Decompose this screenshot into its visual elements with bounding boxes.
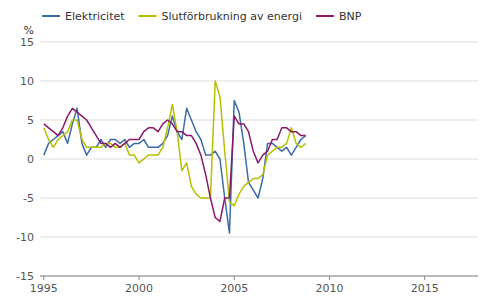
legend-item: Slutförbrukning av energi bbox=[139, 10, 302, 23]
x-tick-label: 2000 bbox=[125, 282, 153, 295]
legend-item: Elektricitet bbox=[42, 10, 125, 23]
grid-line bbox=[40, 198, 478, 199]
y-tick-label: 5 bbox=[27, 114, 34, 127]
y-tick-label: -5 bbox=[23, 192, 34, 205]
y-tick-label: -10 bbox=[16, 231, 34, 244]
x-tick-label: 2005 bbox=[220, 282, 248, 295]
x-tick-label: 1995 bbox=[30, 282, 58, 295]
y-axis-label: % bbox=[24, 24, 34, 37]
grid-line bbox=[40, 276, 478, 277]
legend-swatch bbox=[139, 15, 157, 17]
series-line bbox=[44, 81, 306, 206]
legend-label: BNP bbox=[339, 10, 362, 23]
grid-line bbox=[40, 81, 478, 82]
y-tick-label: 10 bbox=[20, 75, 34, 88]
x-axis-line bbox=[40, 276, 478, 277]
chart: -15-10-505101519952000200520102015%Elekt… bbox=[0, 0, 492, 302]
y-tick-label: 0 bbox=[27, 153, 34, 166]
x-tick bbox=[329, 276, 330, 280]
legend-label: Elektricitet bbox=[65, 10, 125, 23]
series-line bbox=[44, 108, 306, 221]
x-tick bbox=[139, 276, 140, 280]
grid bbox=[40, 42, 478, 276]
legend-swatch bbox=[42, 15, 60, 17]
x-tick bbox=[234, 276, 235, 280]
grid-line bbox=[40, 237, 478, 238]
legend: Elektricitet Slutförbrukning av energi BNP bbox=[42, 10, 362, 23]
legend-label: Slutförbrukning av energi bbox=[162, 10, 302, 23]
grid-line bbox=[40, 42, 478, 43]
x-tick bbox=[424, 276, 425, 280]
x-tick bbox=[43, 276, 44, 280]
x-tick-label: 2015 bbox=[411, 282, 439, 295]
legend-item: BNP bbox=[316, 10, 362, 23]
grid-line bbox=[40, 120, 478, 121]
lines bbox=[44, 81, 306, 233]
x-tick-label: 2010 bbox=[315, 282, 343, 295]
legend-swatch bbox=[316, 15, 334, 17]
y-tick-label: 15 bbox=[20, 36, 34, 49]
grid-line bbox=[40, 159, 478, 160]
